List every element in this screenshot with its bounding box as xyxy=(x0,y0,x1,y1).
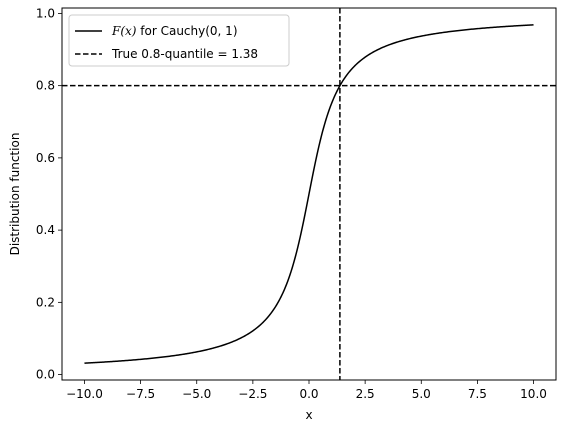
legend-label-cdf-rest: for Cauchy(0, 1) xyxy=(136,24,237,38)
x-tick-label: 5.0 xyxy=(412,387,431,401)
legend-label-cdf: F(x) for Cauchy(0, 1) xyxy=(111,24,238,38)
x-axis-label: x xyxy=(305,408,312,422)
x-tick-label: −2.5 xyxy=(238,387,267,401)
x-tick-label: 10.0 xyxy=(520,387,547,401)
series-line-cdf xyxy=(84,24,534,364)
legend-box xyxy=(68,14,290,67)
y-tick-label: 0.6 xyxy=(36,151,55,165)
y-axis-ticks: 0.0 0.2 0.4 0.6 0.8 1.0 xyxy=(36,6,62,382)
x-tick-label: 7.5 xyxy=(468,387,487,401)
x-tick-label: 0.0 xyxy=(299,387,318,401)
plot-marks xyxy=(62,8,556,380)
y-tick-label: 0.4 xyxy=(36,223,55,237)
x-tick-label: −10.0 xyxy=(66,387,103,401)
x-tick-label: 2.5 xyxy=(356,387,375,401)
x-tick-label: −5.0 xyxy=(182,387,211,401)
y-tick-label: 0.8 xyxy=(36,79,55,93)
y-axis-label: Distribution function xyxy=(8,133,22,256)
x-axis-ticks: −10.0 −7.5 −5.0 −2.5 0.0 2.5 5.0 7.5 10.0 xyxy=(66,380,547,401)
y-tick-label: 1.0 xyxy=(36,6,55,20)
y-tick-label: 0.0 xyxy=(36,368,55,382)
legend-label-quantile: True 0.8-quantile = 1.38 xyxy=(111,47,258,61)
legend: F(x) for Cauchy(0, 1) True 0.8-quantile … xyxy=(68,14,290,67)
x-tick-label: −7.5 xyxy=(126,387,155,401)
y-tick-label: 0.2 xyxy=(36,295,55,309)
legend-label-cdf-math: F(x) xyxy=(111,24,137,38)
